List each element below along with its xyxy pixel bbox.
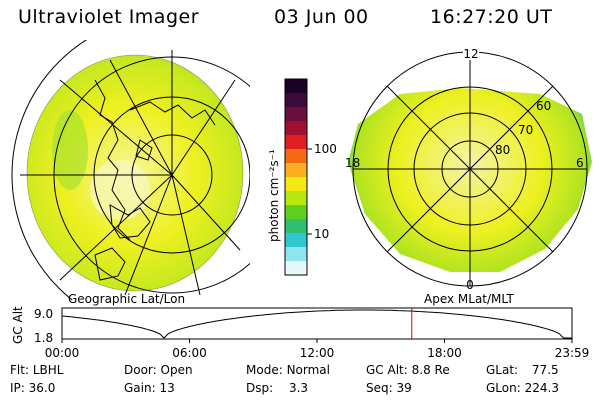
status-glon-value: 224.3 [524,381,559,395]
colorbar-swatch [285,247,307,262]
colorbar-swatch [285,93,307,108]
altitude-max-label: 9.0 [34,307,53,321]
altitude-curve [61,309,572,339]
mlt-label-6: 6 [576,156,584,170]
status-door: Door: Open [124,363,193,377]
lat-label-60: 60 [536,99,551,113]
colorbar-swatch [285,205,307,220]
status-seq-value: 39 [396,381,412,395]
geographic-caption: Geographic Lat/Lon [68,292,186,306]
colorbar-tick-10: 10 [314,227,329,241]
aurora-image-geographic [27,55,243,291]
x-tick-1800: 18:00 [427,346,462,360]
geographic-grid [11,40,250,300]
magnetic-caption: Apex MLat/MLT [424,292,514,306]
x-tick-0000: 00:00 [45,346,80,360]
status-mode: Mode: Normal [246,363,330,377]
status-mode-value: Normal [286,363,330,377]
status-dsp-value: 3.3 [288,381,309,395]
x-tick-1200: 12:00 [300,346,335,360]
colorbar-swatch [285,79,307,94]
status-flt-value: LBHL [32,363,64,377]
coastlines [94,79,216,281]
time-label: 16:27:20 UT [430,6,553,28]
status-ip: IP: 36.0 [10,381,56,395]
status-gain-value: 13 [159,381,175,395]
magnetic-polar-panel: 12 18 6 0 60 70 80 [345,45,592,292]
colorbar-scale [285,79,307,276]
lat-label-80: 80 [495,143,510,157]
colorbar-swatch [285,149,307,164]
altitude-axis-label: GC Alt [11,306,25,344]
colorbar-swatch [285,163,307,178]
geographic-map-panel [11,40,250,300]
colorbar: 100 10 photon cm⁻²s⁻¹ [267,78,337,276]
colorbar-swatch [285,219,307,234]
colorbar-tick-100: 100 [314,142,337,156]
status-gcalt-value: 8.8 Re [411,363,450,377]
status-glat-value: 77.5 [531,363,559,377]
date-label: 03 Jun 00 [274,6,369,28]
x-tick-0600: 06:00 [172,346,207,360]
instrument-title: Ultraviolet Imager [18,6,200,28]
colorbar-swatch [285,233,307,248]
colorbar-swatch [285,107,307,122]
status-glon: GLon: 224.3 [486,381,559,395]
colorbar-swatch [285,261,307,276]
colorbar-swatch [285,191,307,206]
mlt-label-12: 12 [463,47,478,61]
status-gcalt: GC Alt: 8.8 Re [366,363,450,377]
colorbar-swatch [285,121,307,136]
colorbar-swatch [285,177,307,192]
lat-label-70: 70 [518,123,533,137]
status-glat: GLat: 77.5 [486,363,559,377]
status-seq: Seq: 39 [366,381,412,395]
status-flt: Flt: LBHL [10,363,64,377]
mlt-label-18: 18 [345,156,360,170]
colorbar-swatch [285,135,307,150]
status-door-value: Open [160,363,193,377]
mlt-label-0: 0 [466,278,474,292]
altitude-plot: GC Alt 9.0 1.8 00:00 06:00 12:00 18:00 2… [11,306,590,360]
x-tick-2359: 23:59 [555,346,590,360]
colorbar-unit-label: photon cm⁻²s⁻¹ [267,149,281,242]
status-ip-value: 36.0 [28,381,56,395]
polar-grid [352,51,588,287]
status-gain: Gain: 13 [124,381,175,395]
altitude-min-label: 1.8 [34,331,53,345]
status-dsp: Dsp: 3.3 [246,381,309,395]
